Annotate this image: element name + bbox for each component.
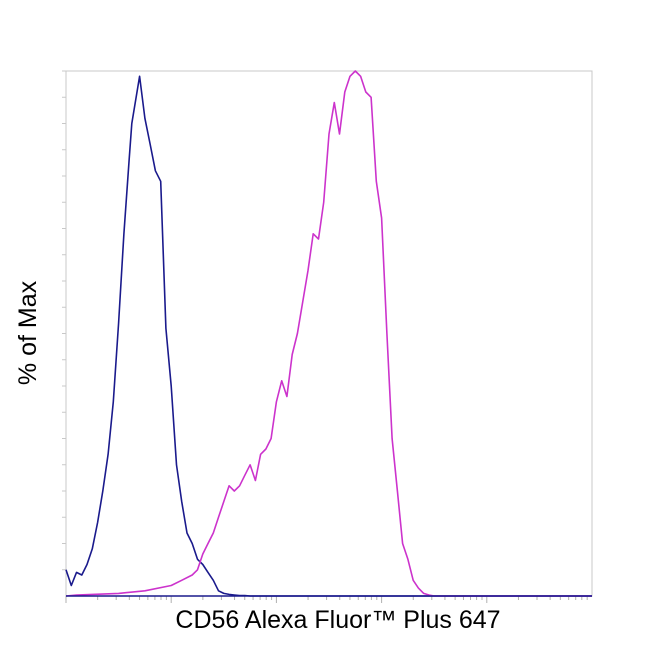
x-axis-title: CD56 Alexa Fluor™ Plus 647 bbox=[175, 606, 500, 634]
series-line-1 bbox=[65, 75, 592, 597]
series-line-2 bbox=[65, 70, 592, 597]
x-axis-ticks bbox=[65, 596, 588, 603]
plot-frame bbox=[65, 70, 593, 597]
y-axis-ticks bbox=[62, 70, 66, 571]
series-layer bbox=[65, 70, 592, 597]
y-axis-title: % of Max bbox=[14, 280, 42, 385]
